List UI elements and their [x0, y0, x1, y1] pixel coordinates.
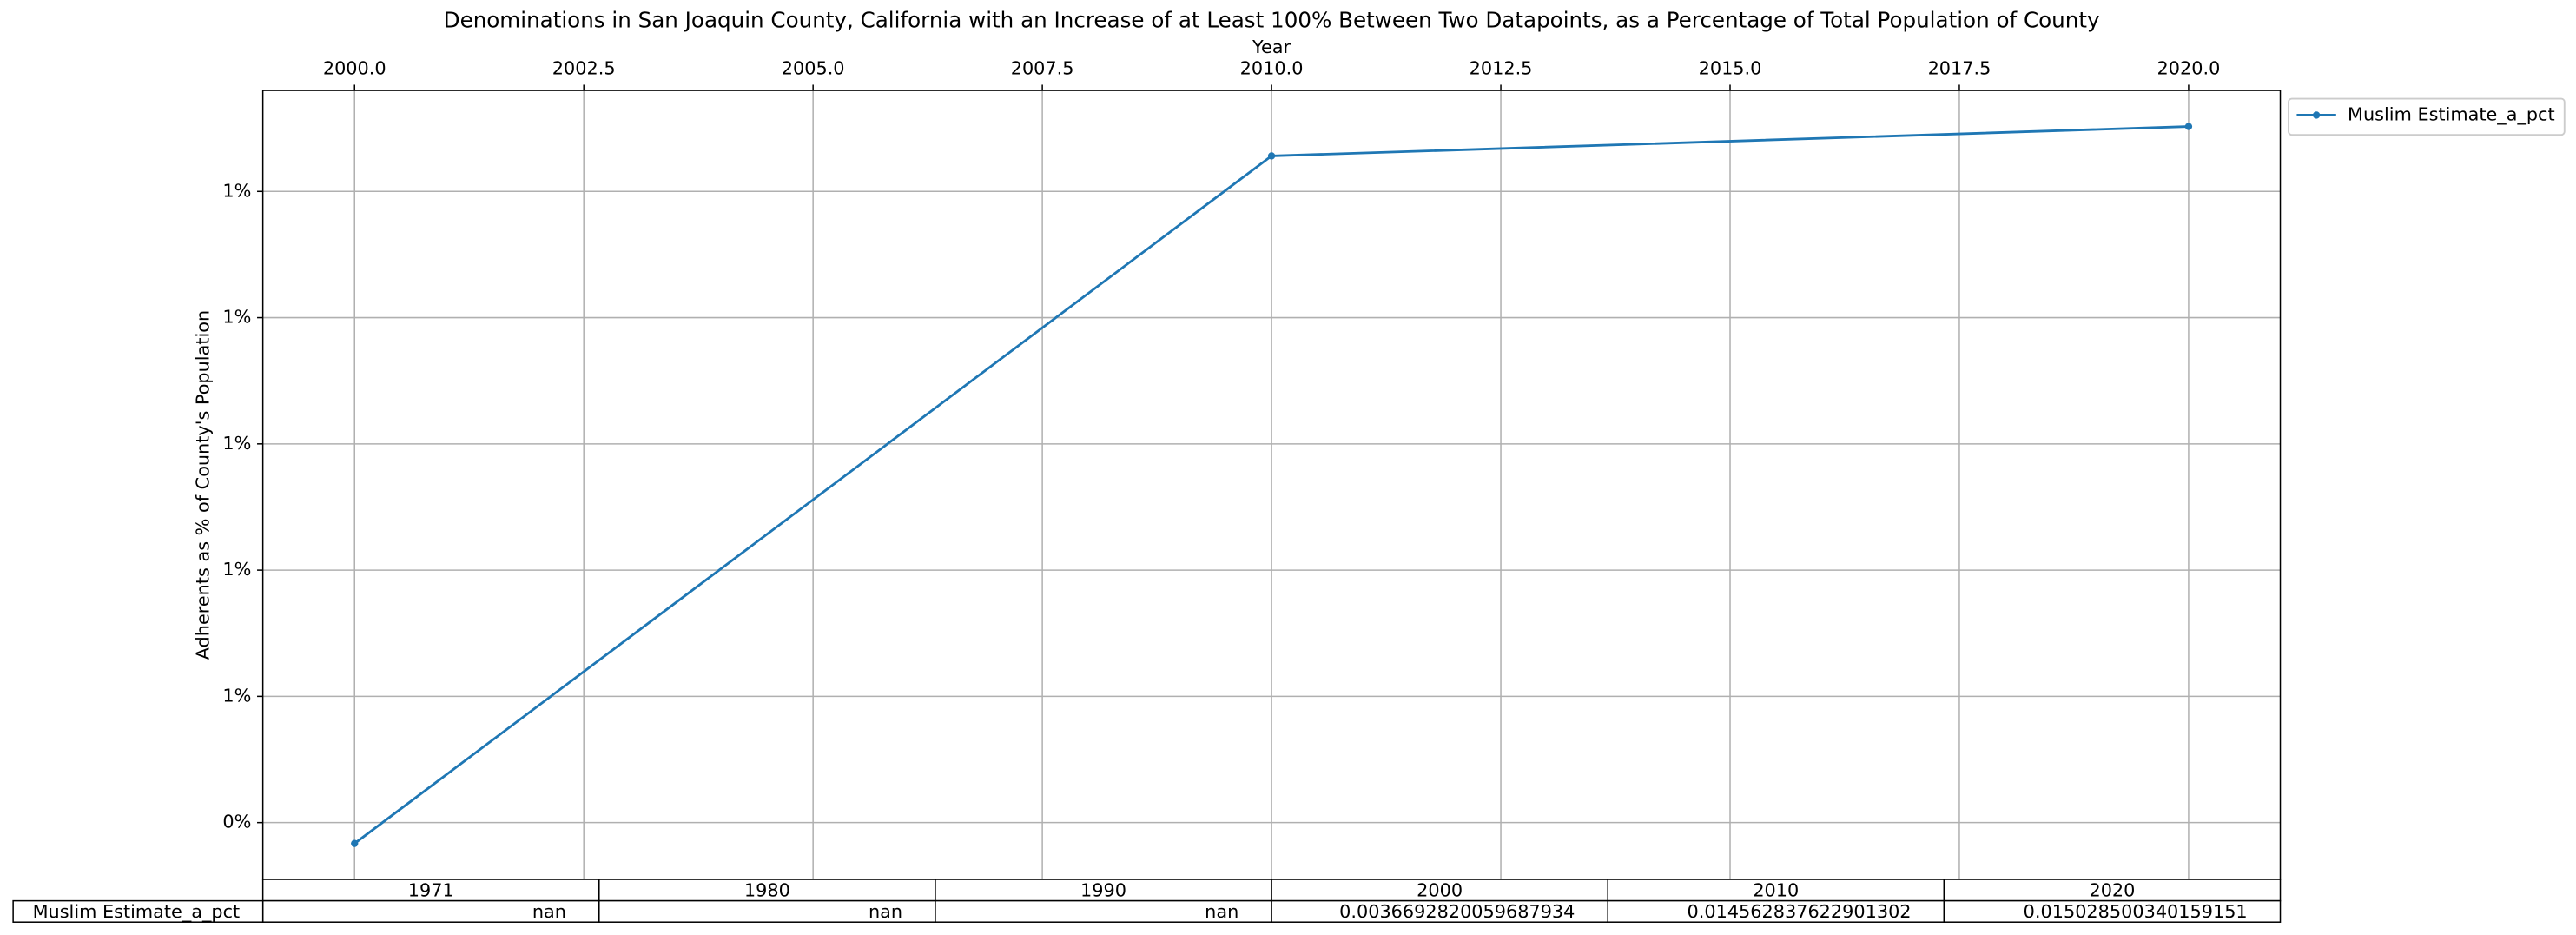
- data-point: [2184, 123, 2193, 130]
- table-header: 2000: [1417, 879, 1463, 900]
- y-tick-label: 1%: [222, 433, 251, 454]
- x-axis-label: Year: [1252, 36, 1291, 57]
- table-header-cell: [598, 879, 936, 902]
- table-header: 1971: [408, 879, 454, 900]
- y-tick-label: 0%: [222, 812, 251, 832]
- y-tick-label: 1%: [222, 559, 251, 580]
- table-cell: [935, 899, 1272, 923]
- table-cell-text: nan: [869, 901, 902, 922]
- y-tick-label: 1%: [222, 180, 251, 201]
- table-header: 2010: [1753, 879, 1799, 900]
- data-point: [351, 839, 359, 847]
- table-header: 1980: [744, 879, 790, 900]
- data-point: [1267, 152, 1276, 160]
- table-header-cell: [1271, 879, 1608, 902]
- table-cell: [1943, 899, 2282, 923]
- table-header-cell: [261, 879, 600, 902]
- x-tick-label: 2005.0: [782, 57, 845, 78]
- table-cell-text: nan: [532, 901, 566, 922]
- legend-label: Muslim Estimate_a_pct: [2348, 103, 2555, 124]
- x-tick-label: 2002.5: [552, 57, 616, 78]
- legend-marker: [2312, 111, 2321, 119]
- x-tick-label: 2015.0: [1699, 57, 1762, 78]
- table-header-cell: [1943, 879, 2282, 902]
- table-header: 2020: [2089, 879, 2135, 900]
- chart-title: Denominations in San Joaquin County, Cal…: [444, 8, 2100, 33]
- table-cell: [261, 899, 600, 923]
- table-cell-text: 0.014562837622901302: [1688, 901, 1912, 922]
- legend-box: [2288, 97, 2566, 136]
- table-cell: [598, 899, 936, 923]
- table-cell-text: 0.0036692820059687934: [1339, 901, 1575, 922]
- table-header: 1990: [1080, 879, 1126, 900]
- table-row-label: Muslim Estimate_a_pct: [33, 901, 241, 922]
- x-tick-label: 2020.0: [2157, 57, 2221, 78]
- y-tick-label: 1%: [222, 307, 251, 328]
- table-row-label-cell: [12, 899, 264, 923]
- x-tick-label: 2017.5: [1928, 57, 1991, 78]
- table-cell: [1607, 899, 1945, 923]
- y-axis-label: Adherents as % of County's Population: [193, 310, 214, 660]
- x-tick-label: 2007.5: [1011, 57, 1074, 78]
- table-header-cell: [935, 879, 1272, 902]
- y-tick-label: 1%: [222, 685, 251, 706]
- x-tick-label: 2012.5: [1470, 57, 1533, 78]
- x-tick-label: 2010.0: [1240, 57, 1304, 78]
- table-cell-text: nan: [1205, 901, 1238, 922]
- table-cell-text: 0.015028500340159151: [2024, 901, 2248, 922]
- x-tick-label: 2000.0: [323, 57, 386, 78]
